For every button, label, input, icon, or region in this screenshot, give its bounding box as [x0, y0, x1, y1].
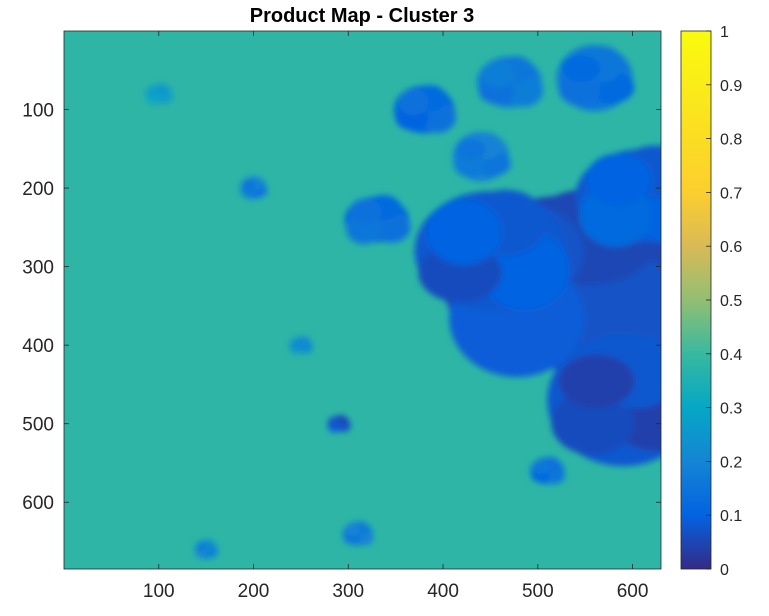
heat-cell: [344, 523, 361, 537]
plot-border: [63, 30, 662, 570]
heat-region: [575, 145, 661, 247]
heat-region: [289, 336, 313, 354]
heat-cell: [585, 153, 652, 206]
heat-cell: [551, 389, 635, 455]
heat-cell: [481, 60, 515, 89]
heat-region: [327, 415, 351, 433]
heat-cell: [349, 198, 382, 225]
heat-region: [477, 56, 544, 108]
chart-title: Product Map - Cluster 3: [250, 5, 474, 27]
colorbar-tick-label: 0.3: [720, 401, 742, 418]
y-tick-label: 300: [22, 258, 54, 279]
colorbar: 0 0.1 0.2 0.3 0.4 0.5 0.6 0.7 0.8 0.9 1: [680, 24, 742, 579]
heat-cell: [456, 139, 486, 160]
colorbar-ticks: 0 0.1 0.2 0.3 0.4 0.5 0.6 0.7 0.8 0.9 1: [706, 24, 742, 579]
heat-region: [452, 131, 511, 182]
heat-region: [240, 176, 268, 200]
heat-region: [342, 521, 374, 546]
heatmap-regions: [145, 45, 661, 560]
colorbar-tick-label: 0.5: [720, 293, 742, 310]
heat-cell: [196, 542, 208, 551]
heat-region: [414, 189, 571, 311]
y-axis: 100 200 300 400 500 600: [22, 101, 661, 514]
colorbar-tick-label: 0.8: [720, 132, 742, 149]
colorbar-tick-label: 0.1: [720, 508, 742, 525]
colorbar-tick-label: 1: [720, 24, 729, 41]
y-tick-label: 400: [22, 336, 54, 357]
heat-cell: [147, 85, 161, 96]
colorbar-tick-label: 0.4: [720, 347, 742, 364]
heat-region: [393, 85, 456, 134]
y-tick-label: 200: [22, 179, 54, 200]
x-axis: 100 200 300 400 500 600: [143, 31, 649, 602]
heat-region: [530, 457, 566, 485]
y-tick-label: 100: [22, 101, 54, 122]
heat-region: [194, 539, 219, 560]
colorbar-tick-label: 0.2: [720, 454, 742, 471]
x-tick-label: 600: [617, 581, 649, 602]
x-tick-label: 300: [332, 581, 364, 602]
heat-cell: [195, 547, 208, 558]
x-tick-label: 400: [427, 581, 459, 602]
x-tick-label: 500: [522, 581, 554, 602]
y-tick-label: 500: [22, 415, 54, 436]
heat-cell: [242, 180, 256, 190]
heat-cell: [329, 416, 341, 426]
heat-region: [556, 45, 635, 112]
heat-cell: [558, 354, 635, 408]
heat-region: [344, 194, 411, 245]
heat-cell: [398, 88, 429, 116]
heat-cell: [453, 152, 486, 178]
heat-cell: [425, 199, 502, 266]
heat-region: [145, 83, 173, 105]
y-tick-label: 600: [22, 493, 54, 514]
x-tick-label: 100: [143, 581, 175, 602]
heat-region: [547, 334, 661, 467]
colorbar-tick-label: 0.9: [720, 78, 742, 95]
heat-cell: [562, 55, 601, 83]
plot-area: [63, 30, 662, 570]
heat-cell: [532, 459, 550, 475]
colorbar-tick-label: 0.6: [720, 239, 742, 256]
heat-cell: [291, 337, 303, 347]
heat-cell: [558, 72, 601, 106]
x-tick-label: 200: [238, 581, 270, 602]
heat-cell: [240, 186, 256, 198]
colorbar-tick-label: 0: [720, 562, 729, 579]
colorbar-tick-label: 0.7: [720, 185, 742, 202]
